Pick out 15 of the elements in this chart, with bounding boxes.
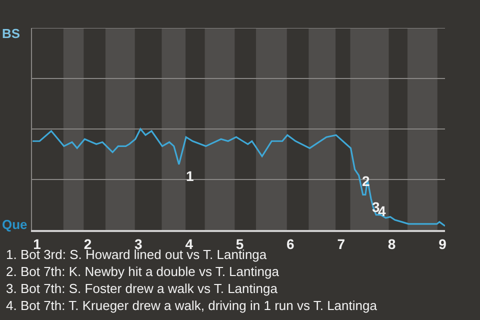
- text: 3. Bot 7th: S. Foster drew a walk vs T. Lantinga: [6, 281, 278, 296]
- text: 2. Bot 7th: K. Newby hit a double vs T. Lantinga: [6, 264, 280, 279]
- text: 4. Bot 7th: T. Krueger drew a walk, driving in 1 run vs T. Lantinga: [6, 298, 378, 313]
- text: Que: [2, 217, 28, 232]
- x-tick-label: 7: [337, 236, 346, 252]
- annotation: 2: [362, 173, 370, 189]
- x-tick-label: 8: [388, 236, 396, 252]
- x-tick-label: 4: [185, 236, 194, 252]
- x-tick-label: 6: [286, 236, 295, 252]
- annotation: 4: [378, 203, 386, 219]
- text: BS: [2, 26, 20, 41]
- x-tick-label: 1: [33, 236, 42, 252]
- x-tick-label: 2: [84, 236, 92, 252]
- annotation: 1: [186, 168, 194, 184]
- x-tick-label: 9: [438, 236, 447, 252]
